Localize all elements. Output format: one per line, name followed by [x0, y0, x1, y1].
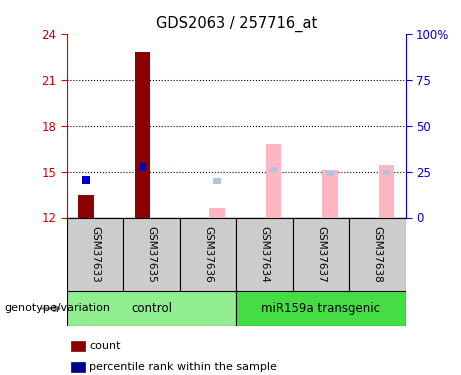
Text: genotype/variation: genotype/variation — [5, 303, 111, 313]
Bar — [322, 170, 338, 217]
Text: GSM37636: GSM37636 — [203, 226, 213, 282]
Text: GSM37634: GSM37634 — [260, 226, 270, 282]
Bar — [135, 52, 150, 217]
Bar — [180, 217, 236, 291]
Text: GSM37633: GSM37633 — [90, 226, 100, 282]
Text: GSM37637: GSM37637 — [316, 226, 326, 282]
Bar — [266, 144, 281, 218]
Bar — [123, 217, 180, 291]
Text: GSM37635: GSM37635 — [147, 226, 157, 282]
Bar — [82, 176, 90, 184]
Bar — [349, 217, 406, 291]
Text: miR159a transgenic: miR159a transgenic — [261, 302, 380, 315]
Bar — [213, 178, 221, 184]
Text: count: count — [89, 341, 120, 351]
Text: percentile rank within the sample: percentile rank within the sample — [89, 362, 277, 372]
Bar — [383, 170, 390, 176]
Text: GSM37638: GSM37638 — [372, 226, 383, 282]
Bar — [270, 167, 278, 172]
Bar — [293, 217, 349, 291]
Bar — [378, 165, 394, 218]
Bar — [67, 291, 236, 326]
Bar — [139, 163, 147, 171]
Bar — [209, 209, 225, 218]
Bar — [67, 217, 123, 291]
Bar — [78, 195, 94, 217]
Text: control: control — [131, 302, 172, 315]
Bar — [236, 291, 406, 326]
Title: GDS2063 / 257716_at: GDS2063 / 257716_at — [156, 16, 317, 32]
Bar — [236, 217, 293, 291]
Bar — [326, 171, 334, 176]
